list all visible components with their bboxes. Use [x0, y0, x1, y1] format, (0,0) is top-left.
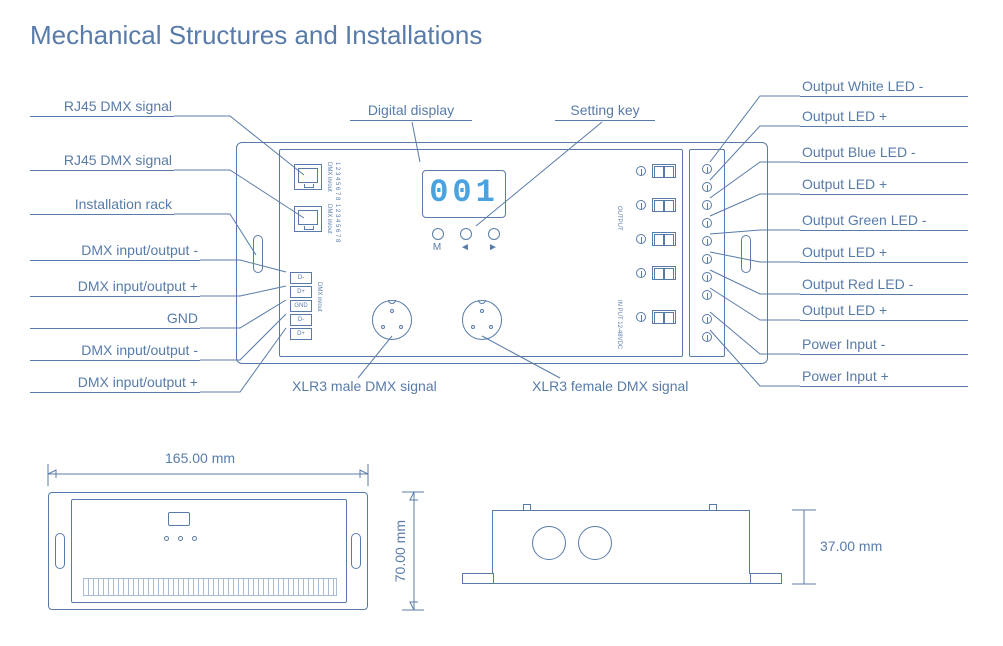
label-dmx-io-3: DMX input/output - [30, 342, 200, 361]
out-term-2 [652, 232, 676, 246]
out-term-pwr [652, 310, 676, 324]
panel-screw [702, 182, 712, 192]
rj45-1-pins: 1 2 3 4 5 6 7 8 [334, 162, 340, 200]
label-out-led4: Output LED + [800, 302, 968, 321]
output-vtext: OUTPUT [616, 206, 622, 231]
digital-display: 001 [422, 170, 506, 218]
label-rj45-2: RJ45 DMX signal [30, 152, 174, 171]
rj45-port-1 [294, 164, 322, 190]
device-right-panel [689, 149, 725, 357]
label-out-white: Output White LED - [800, 78, 968, 97]
left-label: ◄ [458, 242, 472, 253]
dmx-term-1: D- [290, 272, 312, 284]
mode-label: M [430, 242, 444, 253]
panel-screw [702, 332, 712, 342]
out-screw [636, 200, 646, 210]
panel-screw [702, 314, 712, 324]
device-top-view: DMX in/out 1 2 3 4 5 6 7 8 DMX in/out 1 … [236, 142, 768, 364]
dmx-term-2: D+ [290, 286, 312, 298]
left-button[interactable] [460, 228, 472, 240]
label-xlr-female: XLR3 female DMX signal [530, 378, 730, 396]
right-button[interactable] [488, 228, 500, 240]
out-screw [636, 312, 646, 322]
dmx-term-3: GND [290, 300, 312, 312]
dim-depth: 37.00 mm [820, 538, 882, 554]
label-out-green: Output Green LED - [800, 212, 968, 231]
label-out-blue: Output Blue LED - [800, 144, 968, 163]
side-body [492, 510, 750, 574]
front-view [48, 492, 368, 610]
rj45-port-2 [294, 206, 322, 232]
label-dmx-io-1: DMX input/output - [30, 242, 200, 261]
mounting-slot-right [741, 235, 751, 273]
mode-button[interactable] [432, 228, 444, 240]
out-screw [636, 166, 646, 176]
panel-screw [702, 236, 712, 246]
side-cap [709, 504, 717, 510]
label-dmx-io-2: DMX input/output + [30, 278, 200, 297]
side-hole-1 [532, 526, 566, 560]
front-dot [178, 536, 183, 541]
mounting-slot-left [253, 235, 263, 273]
dim-width: 165.00 mm [165, 450, 235, 466]
label-out-led3: Output LED + [800, 244, 968, 263]
label-setting-key: Setting key [555, 102, 655, 121]
dmx-term-4: D- [290, 314, 312, 326]
panel-screw [702, 218, 712, 228]
device-main-panel: DMX in/out 1 2 3 4 5 6 7 8 DMX in/out 1 … [279, 149, 683, 357]
dim-height: 70.00 mm [392, 520, 408, 582]
label-digital-display: Digital display [350, 102, 472, 121]
out-term-3 [652, 198, 676, 212]
front-display [168, 512, 190, 526]
out-screw [636, 268, 646, 278]
label-power-neg: Power Input - [800, 336, 968, 355]
right-label: ► [486, 242, 500, 253]
label-out-led2: Output LED + [800, 176, 968, 195]
front-terminal-strip [83, 578, 337, 596]
label-gnd: GND [30, 310, 200, 329]
xlr-female [462, 300, 502, 340]
front-slot-r [351, 533, 361, 569]
xlr-male [372, 300, 412, 340]
front-dot [164, 536, 169, 541]
panel-screw [702, 200, 712, 210]
page-title: Mechanical Structures and Installations [30, 20, 482, 51]
label-install-rack: Installation rack [30, 196, 174, 215]
label-dmx-io-4: DMX input/output + [30, 374, 200, 393]
panel-screw [702, 164, 712, 174]
panel-screw [702, 290, 712, 300]
input-vtext: IN PUT 12-48VDC [616, 300, 622, 349]
out-term-4 [652, 164, 676, 178]
label-rj45-1: RJ45 DMX signal [30, 98, 174, 117]
label-out-red: Output Red LED - [800, 276, 968, 295]
out-term-1 [652, 266, 676, 280]
side-flange-l [462, 573, 494, 583]
front-dot [192, 536, 197, 541]
out-screw [636, 234, 646, 244]
rj45-2-pins: 1 2 3 4 5 6 7 8 [334, 204, 340, 242]
side-cap [523, 504, 531, 510]
rj45-1-text: DMX in/out [326, 162, 332, 192]
front-inner [71, 499, 347, 603]
panel-screw [702, 272, 712, 282]
label-power-pos: Power Input + [800, 368, 968, 387]
side-hole-2 [578, 526, 612, 560]
front-slot-l [55, 533, 65, 569]
label-xlr-male: XLR3 male DMX signal [290, 378, 470, 396]
side-flange-r [750, 573, 782, 583]
panel-screw [702, 254, 712, 264]
rj45-2-text: DMX in/out [326, 204, 332, 234]
dmx-term-5: D+ [290, 328, 312, 340]
label-out-led1: Output LED + [800, 108, 968, 127]
dmx-term-text: DMX in/out [316, 282, 322, 312]
side-view [462, 510, 782, 584]
